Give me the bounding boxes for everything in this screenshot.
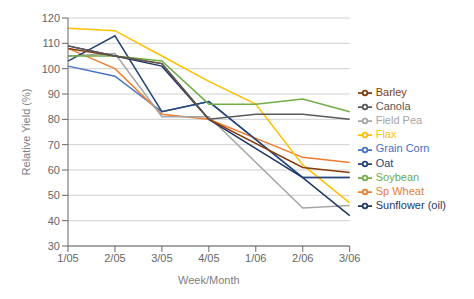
svg-text:2/05: 2/05 <box>104 252 125 264</box>
svg-text:90: 90 <box>48 88 60 100</box>
svg-text:30: 30 <box>48 240 60 252</box>
svg-text:Relative Yield (%): Relative Yield (%) <box>20 89 32 176</box>
html-text:Soybean: Soybean <box>375 170 420 183</box>
svg-text:1/05: 1/05 <box>57 252 78 264</box>
html-text:Field Pea: Field Pea <box>375 114 423 127</box>
html-text:Canola: Canola <box>375 100 411 113</box>
svg-text:2/06: 2/06 <box>292 252 313 264</box>
svg-text:40: 40 <box>48 215 60 227</box>
svg-text:3/06: 3/06 <box>339 252 360 264</box>
html-text:Grain Corn: Grain Corn <box>375 142 430 155</box>
html-text:Sp Wheat: Sp Wheat <box>375 184 424 197</box>
svg-text:4/05: 4/05 <box>198 252 219 264</box>
html-text:Barley: Barley <box>375 86 407 99</box>
html-text:Oat: Oat <box>375 156 394 169</box>
html-text:Flax: Flax <box>375 128 397 141</box>
svg-text:50: 50 <box>48 189 60 201</box>
svg-text:110: 110 <box>42 37 60 49</box>
svg-text:70: 70 <box>48 139 60 151</box>
svg-text:100: 100 <box>42 63 60 75</box>
svg-text:120: 120 <box>42 12 60 24</box>
svg-text:Week/Month: Week/Month <box>178 274 240 286</box>
svg-text:1/06: 1/06 <box>245 252 266 264</box>
html-text:Sunflower (oil): Sunflower (oil) <box>375 198 446 211</box>
svg-text:3/05: 3/05 <box>151 252 172 264</box>
svg-text:80: 80 <box>48 113 60 125</box>
svg-text:60: 60 <box>48 164 60 176</box>
